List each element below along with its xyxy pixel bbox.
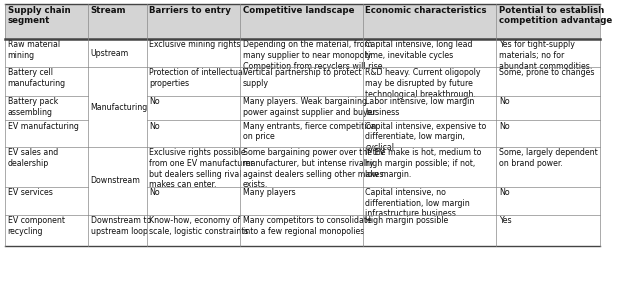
Text: Vertical partnership to protect
supply: Vertical partnership to protect supply	[243, 68, 361, 88]
Bar	[147, 187, 240, 215]
Bar	[88, 39, 147, 67]
Bar	[497, 96, 600, 120]
Text: Potential to establish
competition advantage: Potential to establish competition advan…	[499, 6, 612, 25]
Bar	[363, 120, 497, 147]
Bar	[240, 187, 363, 215]
Text: No: No	[149, 188, 160, 197]
Bar	[88, 215, 147, 246]
Bar	[5, 39, 88, 67]
Text: No: No	[149, 122, 160, 131]
Text: Exclusive rights possible
from one EV manufacturer
but dealers selling rival
mak: Exclusive rights possible from one EV ma…	[149, 148, 253, 189]
Bar	[497, 187, 600, 215]
Text: Stream: Stream	[91, 6, 126, 15]
Bar	[497, 39, 600, 67]
Text: Raw material
mining: Raw material mining	[8, 40, 60, 60]
Bar	[5, 147, 88, 187]
Text: Exclusive mining rights: Exclusive mining rights	[149, 40, 241, 50]
Text: EV component
recycling: EV component recycling	[8, 216, 65, 236]
Text: Protection of intellectual
properties: Protection of intellectual properties	[149, 68, 245, 88]
Text: Battery pack
assembling: Battery pack assembling	[8, 97, 58, 117]
Bar	[147, 120, 240, 147]
Text: Yes: Yes	[499, 216, 511, 225]
Text: Many players: Many players	[243, 188, 295, 197]
Text: No: No	[499, 97, 509, 106]
Bar	[240, 120, 363, 147]
Bar	[240, 67, 363, 96]
Bar	[5, 187, 88, 215]
Bar	[497, 4, 600, 39]
Text: Labor intensive, low margin
business: Labor intensive, low margin business	[365, 97, 475, 117]
Bar	[363, 187, 497, 215]
Text: Some, largely dependent
on brand power.: Some, largely dependent on brand power.	[499, 148, 598, 168]
Bar	[88, 147, 147, 215]
Bar	[5, 215, 88, 246]
Bar	[5, 120, 88, 147]
Text: Downstream to
upstream loop: Downstream to upstream loop	[91, 216, 151, 236]
Bar	[497, 147, 600, 187]
Text: Manufacturing: Manufacturing	[91, 103, 148, 112]
Text: Yes for tight-supply
materials; no for
abundant commodities.: Yes for tight-supply materials; no for a…	[499, 40, 592, 71]
Text: EV sales and
dealership: EV sales and dealership	[8, 148, 58, 168]
Text: Many entrants, fierce competition
on price: Many entrants, fierce competition on pri…	[243, 122, 376, 141]
Bar	[147, 39, 240, 67]
Bar	[147, 4, 240, 39]
Text: Depending on the material, from
many supplier to near monopoly.
Competition from: Depending on the material, from many sup…	[243, 40, 385, 71]
Text: Many players. Weak bargaining
power against supplier and buyer.: Many players. Weak bargaining power agai…	[243, 97, 377, 117]
Bar	[5, 96, 88, 120]
Text: Competitive landscape: Competitive landscape	[243, 6, 354, 15]
Text: Some, prone to changes: Some, prone to changes	[499, 68, 595, 78]
Bar	[88, 67, 147, 147]
Text: No: No	[499, 188, 509, 197]
Text: Know-how, economy of
scale, logistic constraints: Know-how, economy of scale, logistic con…	[149, 216, 249, 236]
Bar	[363, 215, 497, 246]
Text: R&D heavy. Current oligopoly
may be disrupted by future
technological breakthrou: R&D heavy. Current oligopoly may be disr…	[365, 68, 481, 99]
Text: Supply chain
segment: Supply chain segment	[8, 6, 70, 25]
Bar	[240, 215, 363, 246]
Text: Many competitors to consolidate
into a few regional monopolies: Many competitors to consolidate into a f…	[243, 216, 371, 236]
Bar	[497, 67, 600, 96]
Text: Capital intensive, no
differentiation, low margin
infrastructure business: Capital intensive, no differentiation, l…	[365, 188, 470, 218]
Text: High margin possible: High margin possible	[365, 216, 449, 225]
Text: Barriers to entry: Barriers to entry	[149, 6, 231, 15]
Bar	[497, 215, 600, 246]
Bar	[363, 4, 497, 39]
Bar	[147, 215, 240, 246]
Bar	[147, 67, 240, 96]
Bar	[5, 67, 88, 96]
Text: No: No	[499, 122, 509, 131]
Text: Economic characteristics: Economic characteristics	[365, 6, 487, 15]
Bar	[240, 4, 363, 39]
Bar	[5, 4, 88, 39]
Bar	[147, 147, 240, 187]
Text: Upstream: Upstream	[91, 49, 129, 58]
Bar	[363, 96, 497, 120]
Text: Capital intensive, long lead
time, inevitable cycles: Capital intensive, long lead time, inevi…	[365, 40, 473, 60]
Text: If the make is hot, medium to
high margin possible; if not,
low margin.: If the make is hot, medium to high margi…	[365, 148, 482, 178]
Text: No: No	[149, 97, 160, 106]
Bar	[147, 96, 240, 120]
Text: Some bargaining power over the EV
manufacturer, but intense rivalry
against deal: Some bargaining power over the EV manufa…	[243, 148, 384, 189]
Text: EV services: EV services	[8, 188, 52, 197]
Bar	[363, 147, 497, 187]
Bar	[240, 147, 363, 187]
Bar	[363, 39, 497, 67]
Bar	[497, 120, 600, 147]
Text: Capital intensive, expensive to
differentiate, low margin,
cyclical: Capital intensive, expensive to differen…	[365, 122, 486, 152]
Bar	[363, 67, 497, 96]
Bar	[240, 39, 363, 67]
Text: Battery cell
manufacturing: Battery cell manufacturing	[8, 68, 66, 88]
Bar	[240, 96, 363, 120]
Bar	[88, 4, 147, 39]
Text: Downstream: Downstream	[91, 176, 141, 185]
Text: EV manufacturing: EV manufacturing	[8, 122, 79, 131]
